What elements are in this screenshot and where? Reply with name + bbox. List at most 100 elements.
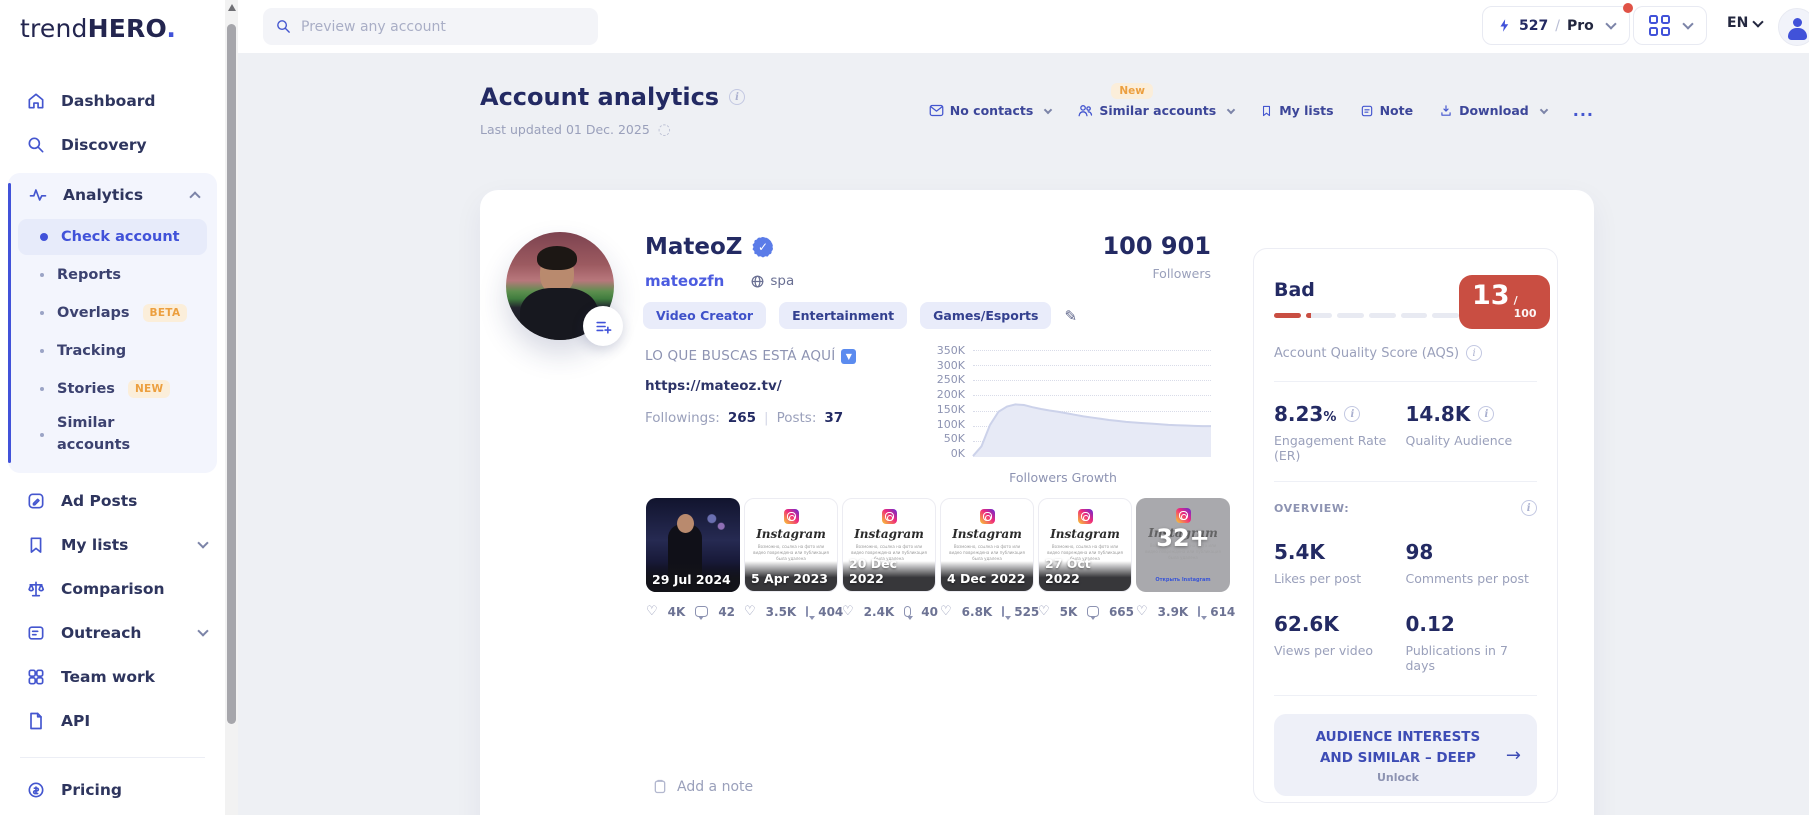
account-card: MateoZ ✓ mateozfn spa Video Creator Ente… <box>480 190 1594 815</box>
sidebar-item-overlaps[interactable]: Overlaps BETA <box>18 295 207 331</box>
post-stats: ♡ 5K 665 <box>1038 604 1134 620</box>
sidebar-item-pricing[interactable]: Pricing <box>0 768 225 812</box>
aqs-rating: Bad <box>1274 279 1315 301</box>
tag-video-creator[interactable]: Video Creator <box>643 302 767 329</box>
instagram-wordmark: Instagram <box>756 527 826 541</box>
edit-tags-icon[interactable]: ✎ <box>1064 306 1078 325</box>
sidebar-item-reports[interactable]: Reports <box>18 257 207 293</box>
unlock-label: Unlock <box>1376 770 1419 784</box>
sidebar-item-stories[interactable]: Stories NEW <box>18 371 207 407</box>
post-likes: 4K <box>667 604 686 619</box>
lightning-icon <box>1500 19 1509 32</box>
search-input[interactable] <box>301 18 586 35</box>
followers-label: Followers <box>1152 266 1211 281</box>
unlock-deep-report-button[interactable]: AUDIENCE INTERESTS AND SIMILAR – DEEP Unl… <box>1274 714 1537 796</box>
no-contacts-button[interactable]: No contacts <box>929 103 1053 118</box>
sidebar-item-api[interactable]: API <box>0 699 225 743</box>
new-badge: New <box>1111 83 1153 99</box>
info-icon[interactable]: i <box>729 89 746 105</box>
sidebar-item-ad-posts[interactable]: Ad Posts <box>0 479 225 523</box>
open-instagram-link[interactable]: Открыть Instagram <box>1155 577 1211 583</box>
placeholder-caption: Возможно, ссылка на фото или видео повре… <box>949 544 1025 561</box>
sidebar-item-dashboard[interactable]: Dashboard <box>0 79 225 123</box>
bullet-icon <box>40 349 44 353</box>
language-selector[interactable]: EN <box>1727 15 1764 31</box>
sidebar-item-analytics[interactable]: Analytics <box>8 173 217 217</box>
note-button[interactable]: Note <box>1360 103 1413 118</box>
bullet-icon <box>40 387 44 391</box>
more-posts-thumbnail[interactable]: Instagram Возможно, ссылка на фото или в… <box>1136 498 1230 592</box>
sidebar-scrollbar[interactable] <box>225 0 238 815</box>
sidebar-item-similar-accounts[interactable]: Similar accounts <box>18 409 168 461</box>
instagram-wordmark: Instagram <box>952 527 1022 541</box>
info-icon[interactable]: i <box>1466 345 1483 361</box>
aqs-score: 13 <box>1472 280 1510 311</box>
posts-count: 37 <box>824 410 844 426</box>
bullet-icon <box>40 311 44 315</box>
post-stats: ♡ 4K 42 <box>646 604 742 620</box>
credits-slash: / <box>1555 17 1560 34</box>
instagram-icon <box>783 509 799 524</box>
sidebar-item-label: Analytics <box>63 186 144 204</box>
add-to-list-button[interactable] <box>583 306 623 346</box>
credits-button[interactable]: 527 / Pro <box>1482 3 1633 45</box>
info-icon[interactable]: i <box>1521 500 1537 516</box>
post-stats: ♡ 2.4K 40 <box>842 604 938 620</box>
tag-games-esports[interactable]: Games/Esports <box>920 302 1052 329</box>
sidebar-item-comparison[interactable]: Comparison <box>0 567 225 611</box>
post-likes: 2.4K <box>863 604 895 619</box>
qa-label: Quality Audience <box>1405 433 1513 448</box>
apps-menu-button[interactable] <box>1633 6 1707 45</box>
chevron-up-icon <box>189 191 201 203</box>
similar-accounts-button[interactable]: New Similar accounts <box>1077 83 1236 118</box>
post-date: 29 Jul 2024 <box>652 572 731 587</box>
scrollbar-up-arrow[interactable] <box>227 4 236 11</box>
user-avatar[interactable] <box>1778 8 1809 46</box>
placeholder-caption: Возможно, ссылка на фото или видео повре… <box>1047 544 1123 561</box>
sidebar-item-check-account[interactable]: Check account <box>18 219 207 255</box>
profile-avatar[interactable] <box>506 232 614 340</box>
people-icon <box>1078 105 1093 117</box>
more-posts-count: 32+ <box>1156 524 1210 552</box>
quality-panel: Bad 13 / 100 Account Quality Score (AQS)… <box>1253 248 1558 803</box>
pulse-icon <box>29 189 47 201</box>
sidebar-item-my-lists[interactable]: My lists <box>0 523 225 567</box>
post-thumbnail[interactable]: Instagram Возможно, ссылка на фото или в… <box>1038 498 1132 592</box>
sidebar-item-label: API <box>61 711 91 730</box>
info-icon[interactable]: i <box>1344 406 1361 422</box>
profile-username[interactable]: mateozfn <box>645 272 725 290</box>
more-actions-button[interactable]: ... <box>1572 101 1594 120</box>
post-thumbnail[interactable]: Instagram Возможно, ссылка на фото или в… <box>842 498 936 592</box>
sidebar-item-outreach[interactable]: Outreach <box>0 611 225 655</box>
placeholder-caption: Возможно, ссылка на фото или видео повре… <box>1145 543 1221 560</box>
post-likes: 3.5K <box>765 604 797 619</box>
post-thumbnail[interactable]: 29 Jul 2024 <box>646 498 740 592</box>
sidebar-item-team-work[interactable]: Team work <box>0 655 225 699</box>
search-bar[interactable] <box>263 8 598 45</box>
sidebar-item-discovery[interactable]: Discovery <box>0 123 225 167</box>
post-date: 27 Oct 2022 <box>1045 556 1091 586</box>
post-thumbnail[interactable]: Instagram Возможно, ссылка на фото или в… <box>744 498 838 592</box>
chevron-down-icon <box>1226 105 1236 114</box>
info-icon[interactable]: i <box>1478 406 1495 422</box>
logo-dot: . <box>166 14 177 43</box>
sidebar: trendHERO. Dashboard Discovery Analytics… <box>0 0 225 815</box>
chevron-down-icon <box>197 537 209 549</box>
add-note-label: Add a note <box>677 778 754 795</box>
add-note-button[interactable]: Add a note <box>652 778 753 795</box>
post-stats: ♡ 3.5K 404 <box>744 604 843 620</box>
sidebar-item-tracking[interactable]: Tracking <box>18 333 207 369</box>
my-lists-button[interactable]: My lists <box>1260 103 1334 118</box>
post-likes: 5K <box>1059 604 1078 619</box>
profile-link[interactable]: https://mateoz.tv/ <box>645 378 782 394</box>
comment-icon <box>1002 606 1012 620</box>
post-thumbnail[interactable]: Instagram Возможно, ссылка на фото или в… <box>940 498 1034 592</box>
comments-per-post-metric: 98 Comments per post <box>1405 540 1529 586</box>
logo[interactable]: trendHERO. <box>0 0 225 43</box>
tag-entertainment[interactable]: Entertainment <box>779 302 908 329</box>
post-item: Instagram Возможно, ссылка на фото или в… <box>744 498 843 620</box>
page-title: Account analytics i <box>480 83 746 111</box>
scrollbar-thumb[interactable] <box>227 24 236 724</box>
download-button[interactable]: Download <box>1439 103 1549 118</box>
action-label: Similar accounts <box>1099 103 1217 118</box>
